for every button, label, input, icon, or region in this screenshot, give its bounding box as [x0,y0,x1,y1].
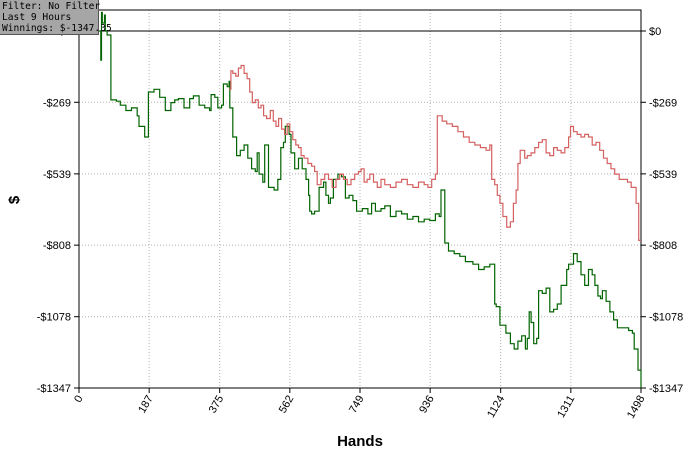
y-axis-right-ticks: $0 -$269 -$539 -$808 -$1078 -$1347 [641,26,683,395]
x-tick-label: 187 [136,394,156,416]
filter-label: Filter: No Filter [2,1,101,12]
winnings-label: Winnings: $-1347.35 [2,23,112,34]
y-tick-label-right: -$1347 [649,383,683,395]
y-tick-label-right: $0 [649,26,661,38]
x-tick-label: 562 [277,394,297,416]
y-tick-label-left: -$539 [43,169,71,181]
y-tick-label-right: -$1078 [649,312,683,324]
x-tick-label: 749 [347,394,367,416]
x-tick-label: 0 [72,394,85,405]
y-tick-label-right: -$269 [649,97,677,109]
info-box: Filter: No Filter Last 9 Hours Winnings:… [0,0,112,35]
grid [79,10,641,389]
y-tick-label-left: -$1347 [37,383,71,395]
series-line-1 [79,11,642,388]
x-axis-title: Hands [337,433,383,450]
y-axis-left-ticks: $0-$269-$539-$808-$1078-$1347 [37,26,79,395]
x-tick-label: 1498 [625,394,648,421]
x-tick-label: 375 [207,394,227,416]
period-label: Last 9 Hours [2,12,72,23]
y-tick-label-right: -$539 [649,169,677,181]
x-tick-label: 1124 [485,394,507,420]
y-tick-label-right: -$808 [649,240,677,252]
x-axis-ticks: 0 187 375 562 749 936 1124 1311 1498 [72,388,648,421]
y-tick-label-left: -$808 [43,240,71,252]
x-tick-label: 936 [417,394,437,416]
series-line-2 [229,64,641,241]
y-tick-label-left: -$269 [43,97,71,109]
series-layer [79,11,642,388]
x-tick-label: 1311 [555,394,577,420]
y-axis-title-left: $ [6,195,23,204]
y-tick-label-left: -$1078 [37,312,71,324]
